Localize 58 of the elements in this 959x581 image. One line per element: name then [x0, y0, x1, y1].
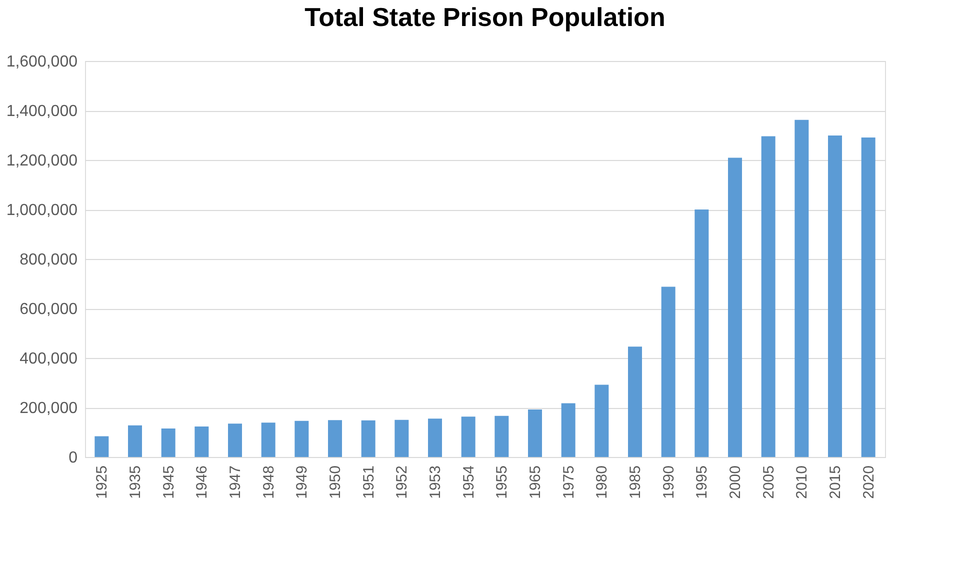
y-tick-label: 800,000: [20, 252, 78, 268]
bar: [628, 346, 642, 457]
x-tick-label: 1947: [227, 466, 244, 499]
x-tick-label: 2000: [727, 466, 744, 499]
bar: [328, 420, 342, 457]
bar: [828, 136, 842, 457]
x-tick-label: 1955: [494, 466, 511, 499]
bar: [728, 158, 742, 457]
bar: [228, 424, 242, 457]
y-tick-label: 0: [68, 450, 78, 466]
x-tick-label: 1925: [94, 466, 111, 499]
x-tick-label: 1995: [694, 466, 711, 499]
y-tick-label: 600,000: [20, 301, 78, 318]
x-tick-label: 2010: [794, 466, 811, 499]
bar: [361, 420, 376, 457]
x-tick-label: 1965: [527, 466, 544, 499]
bar: [294, 420, 309, 457]
chart-title: Total State Prison Population: [304, 2, 666, 32]
y-tick-label: 200,000: [20, 400, 78, 417]
bar: [494, 416, 509, 457]
y-tick-label: 1,400,000: [6, 103, 78, 120]
x-tick-label: 1954: [460, 466, 478, 499]
x-tick-label: 1952: [394, 466, 411, 499]
bar: [661, 286, 676, 457]
bar: [794, 120, 809, 457]
x-tick-label: 2020: [860, 466, 878, 499]
x-tick-label: 1945: [160, 466, 178, 499]
bar: [461, 416, 476, 457]
y-tick-label: 400,000: [20, 350, 78, 368]
x-tick-label: 1948: [260, 466, 278, 499]
bar: [194, 426, 209, 457]
y-tick-label: 1,000,000: [6, 202, 78, 219]
x-tick-label: 1949: [294, 466, 311, 499]
bar: [861, 137, 876, 457]
x-tick-label: 1985: [627, 466, 644, 499]
x-tick-label: 1950: [327, 466, 344, 499]
x-tick-label: 1975: [560, 466, 578, 499]
bar: [128, 425, 142, 457]
bar: [594, 384, 609, 457]
bar: [428, 418, 442, 457]
x-tick-label: 1946: [194, 466, 211, 499]
bar: [694, 210, 709, 457]
x-tick-label: 1980: [594, 466, 611, 499]
bar: [528, 409, 542, 457]
bar: [161, 428, 176, 457]
x-tick-label: 1953: [427, 466, 444, 499]
bar: [261, 422, 276, 457]
bar: [561, 403, 576, 457]
x-tick-label: 2015: [827, 466, 844, 499]
x-tick-label: 1951: [360, 466, 378, 499]
x-tick-label: 1935: [127, 466, 144, 499]
x-tick-label: 2005: [760, 466, 778, 499]
bar: [761, 136, 776, 457]
bar: [94, 436, 109, 457]
bar: [394, 420, 409, 457]
x-tick-label: 1990: [660, 466, 678, 499]
y-tick-label: 1,600,000: [6, 54, 78, 70]
y-tick-label: 1,200,000: [6, 152, 78, 170]
